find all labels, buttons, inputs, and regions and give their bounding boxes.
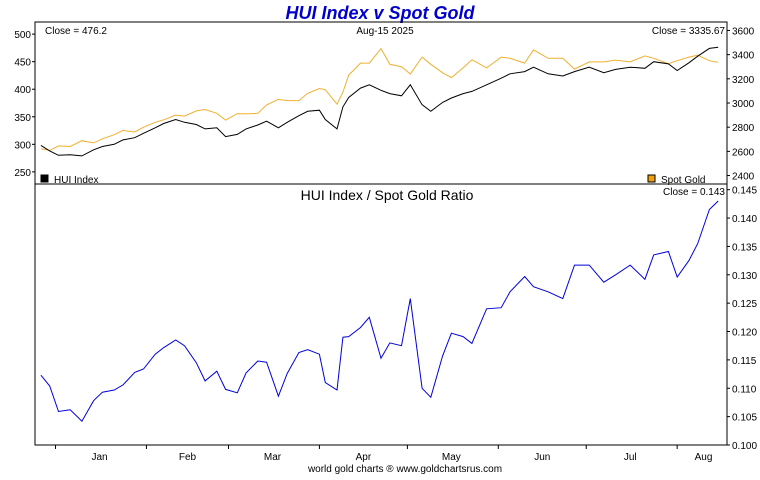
y-left-tick-label: 400	[14, 85, 31, 96]
ratio-y-tick-label: 0.125	[732, 299, 757, 310]
ratio-y-tick-label: 0.135	[732, 242, 757, 253]
x-tick-label: Feb	[179, 452, 197, 463]
y-right-tick-label: 3400	[732, 51, 755, 62]
ratio-y-tick-label: 0.105	[732, 413, 757, 424]
plot-frame	[34, 21, 728, 446]
ratio-title: HUI Index / Spot Gold Ratio	[301, 187, 474, 203]
ratio-y-tick-label: 0.145	[732, 186, 757, 197]
y-left-tick-label: 250	[14, 168, 31, 179]
gold-line	[40, 47, 719, 151]
ratio-y-tick-label: 0.110	[732, 384, 757, 395]
ratio-y-tick-label: 0.115	[732, 356, 757, 367]
legend-hui-swatch	[40, 174, 49, 183]
x-tick-label: Jan	[91, 452, 107, 463]
x-tick-label: Apr	[356, 452, 372, 463]
x-tick-label: May	[442, 452, 461, 463]
date-label: Aug-15 2025	[356, 26, 414, 37]
y-left-tick-label: 500	[14, 30, 31, 41]
footer-credit: world gold charts ® www.goldchartsrus.co…	[307, 464, 502, 475]
hui-close-label: Close = 476.2	[45, 26, 107, 37]
y-right-tick-label: 3600	[732, 26, 755, 37]
y-right-tick-label: 2400	[732, 172, 755, 183]
y-right-tick-label: 3200	[732, 75, 755, 86]
x-tick-label: Jul	[624, 452, 637, 463]
y-left-tick-label: 450	[14, 58, 31, 69]
legend-hui-label: HUI Index	[54, 175, 98, 186]
y-left-tick-label: 300	[14, 140, 31, 151]
ratio-y-tick-label: 0.100	[732, 441, 757, 452]
x-tick-label: Aug	[695, 452, 713, 463]
legend-gold-swatch	[647, 174, 656, 183]
y-left-tick-label: 350	[14, 113, 31, 124]
chart-title: HUI Index v Spot Gold	[285, 3, 475, 23]
ratio-close-label: Close = 0.143	[663, 187, 725, 198]
y-right-tick-label: 3000	[732, 99, 755, 110]
hui-line	[40, 46, 719, 157]
legend-gold-label: Spot Gold	[661, 175, 705, 186]
ratio-y-tick-label: 0.130	[732, 271, 757, 282]
ratio-line	[40, 200, 719, 423]
ratio-y-tick-label: 0.120	[732, 328, 757, 339]
gold-close-label: Close = 3335.67	[652, 26, 726, 37]
ratio-y-tick-label: 0.140	[732, 214, 757, 225]
y-right-tick-label: 2800	[732, 123, 755, 134]
y-right-tick-label: 2600	[732, 147, 755, 158]
x-tick-label: Jun	[534, 452, 550, 463]
x-tick-label: Mar	[264, 452, 282, 463]
